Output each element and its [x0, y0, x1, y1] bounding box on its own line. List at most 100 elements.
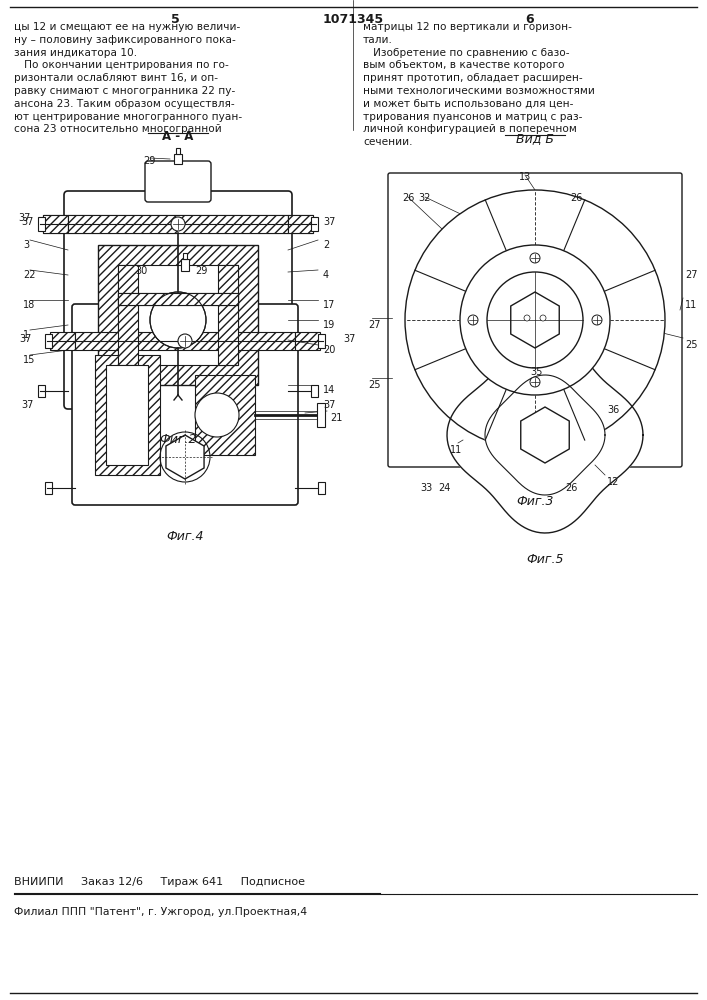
FancyBboxPatch shape	[145, 161, 211, 202]
Bar	[38, 217, 45, 231]
Bar	[288, 215, 313, 233]
Circle shape	[540, 315, 546, 321]
Text: 14: 14	[323, 385, 335, 395]
Text: Фиг.2: Фиг.2	[159, 433, 197, 446]
Text: 1: 1	[23, 330, 29, 340]
Bar	[181, 259, 189, 271]
Circle shape	[530, 253, 540, 263]
Text: 21: 21	[330, 413, 342, 423]
Bar	[45, 482, 52, 494]
Text: 30: 30	[135, 266, 147, 276]
Text: Вид Б: Вид Б	[516, 132, 554, 145]
Bar	[195, 375, 255, 455]
Polygon shape	[447, 337, 643, 533]
Bar	[68, 215, 288, 233]
Bar	[288, 215, 313, 233]
Text: ансона 23. Таким образом осуществля-: ансона 23. Таким образом осуществля-	[14, 99, 235, 109]
Bar	[311, 217, 318, 231]
Text: По окончании центрирования по го-: По окончании центрирования по го-	[14, 60, 229, 70]
Bar	[43, 215, 68, 233]
Text: зания индикатора 10.: зания индикатора 10.	[14, 48, 137, 58]
Text: 33: 33	[420, 483, 432, 493]
Bar	[118, 293, 238, 305]
Bar	[45, 334, 52, 348]
Text: 25: 25	[368, 380, 380, 390]
Circle shape	[178, 334, 192, 348]
Bar	[106, 365, 148, 465]
Text: ризонтали ослабляют винт 16, и оп-: ризонтали ослабляют винт 16, и оп-	[14, 73, 218, 83]
Text: личной конфигурацией в поперечном: личной конфигурацией в поперечном	[363, 124, 577, 134]
Text: тали.: тали.	[363, 35, 393, 45]
Text: Изобретение по сравнению с базо-: Изобретение по сравнению с базо-	[363, 48, 570, 58]
Polygon shape	[521, 407, 569, 463]
Text: 37: 37	[22, 400, 34, 410]
Bar	[218, 265, 238, 365]
Text: 26: 26	[565, 483, 578, 493]
Text: 6: 6	[526, 13, 534, 26]
Text: Фиг.4: Фиг.4	[166, 530, 204, 543]
FancyBboxPatch shape	[142, 268, 228, 314]
Bar	[68, 215, 288, 233]
Bar	[183, 253, 187, 259]
Bar	[118, 293, 238, 305]
Text: ВНИИПИ     Заказ 12/6     Тираж 641     Подписное: ВНИИПИ Заказ 12/6 Тираж 641 Подписное	[14, 877, 305, 887]
Text: 19: 19	[323, 320, 335, 330]
Circle shape	[171, 217, 185, 231]
Bar	[311, 385, 318, 397]
Text: 4: 4	[323, 270, 329, 280]
Text: 26: 26	[570, 193, 583, 203]
Bar	[318, 482, 325, 494]
Text: 37: 37	[344, 334, 356, 344]
Bar	[176, 148, 180, 154]
Text: ными технологическими возможностями: ными технологическими возможностями	[363, 86, 595, 96]
Text: 2: 2	[323, 240, 329, 250]
Bar	[295, 332, 320, 350]
Text: цы 12 и смещают ее на нужную величи-: цы 12 и смещают ее на нужную величи-	[14, 22, 240, 32]
Text: 12: 12	[607, 477, 619, 487]
Text: 37: 37	[22, 217, 34, 227]
Circle shape	[405, 190, 665, 450]
Circle shape	[487, 272, 583, 368]
Polygon shape	[510, 292, 559, 348]
Text: 22: 22	[23, 270, 35, 280]
Bar	[174, 154, 182, 164]
Circle shape	[195, 393, 239, 437]
Text: 20: 20	[323, 345, 335, 355]
Text: 37: 37	[324, 217, 337, 227]
Text: 15: 15	[23, 355, 35, 365]
Text: 37: 37	[19, 334, 31, 344]
Text: 11: 11	[450, 445, 462, 455]
Text: ют центрирование многогранного пуан-: ют центрирование многогранного пуан-	[14, 112, 242, 122]
Text: 13: 13	[519, 172, 531, 182]
Bar	[318, 334, 325, 348]
Text: 37: 37	[324, 400, 337, 410]
Circle shape	[460, 245, 610, 395]
Text: 27: 27	[685, 270, 698, 280]
Circle shape	[150, 292, 206, 348]
Text: трирования пуансонов и матриц с раз-: трирования пуансонов и матриц с раз-	[363, 112, 583, 122]
Text: 29: 29	[195, 266, 207, 276]
FancyBboxPatch shape	[72, 304, 298, 505]
Circle shape	[592, 315, 602, 325]
Text: 25: 25	[685, 340, 698, 350]
Text: сечении.: сечении.	[363, 137, 412, 147]
Text: 37: 37	[18, 213, 30, 223]
Text: 36: 36	[607, 405, 619, 415]
Bar	[150, 292, 206, 348]
Text: 29: 29	[143, 156, 156, 166]
Text: 3: 3	[23, 240, 29, 250]
Circle shape	[468, 315, 478, 325]
Text: 35: 35	[530, 367, 542, 377]
Text: 5: 5	[170, 13, 180, 26]
Text: 26: 26	[402, 193, 414, 203]
Text: вым объектом, в качестве которого: вым объектом, в качестве которого	[363, 60, 564, 70]
Text: A - A: A - A	[163, 130, 194, 143]
Text: 32: 32	[418, 193, 431, 203]
Polygon shape	[166, 435, 204, 479]
Text: и может быть использовано для цен-: и может быть использовано для цен-	[363, 99, 573, 109]
Bar	[43, 215, 68, 233]
Text: матрицы 12 по вертикали и горизон-: матрицы 12 по вертикали и горизон-	[363, 22, 572, 32]
Text: 24: 24	[438, 483, 450, 493]
Circle shape	[524, 315, 530, 321]
Circle shape	[530, 377, 540, 387]
